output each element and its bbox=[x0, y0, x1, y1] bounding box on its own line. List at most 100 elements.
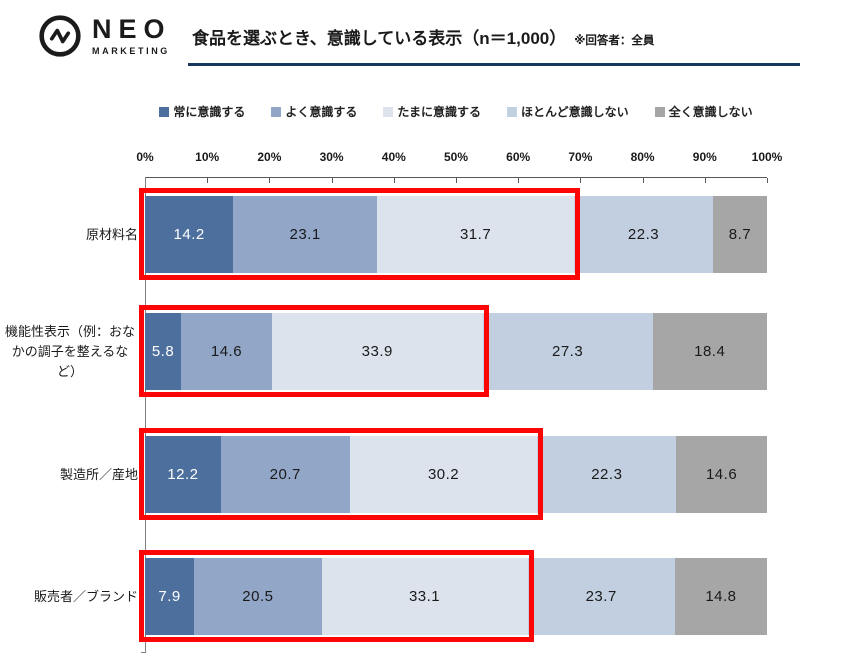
axis-tick bbox=[767, 178, 768, 183]
bar-segment: 23.1 bbox=[233, 196, 377, 273]
bar-segment: 22.3 bbox=[574, 196, 713, 273]
bar-value-label: 8.7 bbox=[728, 226, 752, 243]
bar-segment: 20.5 bbox=[194, 558, 322, 635]
category-label: 原材料名 bbox=[85, 226, 138, 242]
bar-segment: 14.8 bbox=[674, 558, 767, 635]
bar-value-label: 23.7 bbox=[585, 588, 617, 605]
bar-value-label: 33.1 bbox=[408, 588, 441, 605]
y-axis-line bbox=[145, 177, 146, 652]
bar-segment: 14.2 bbox=[145, 196, 234, 273]
category-label: 機能性表示（例：おなかの調子を整えるなど） bbox=[4, 323, 135, 379]
bar-value-label: 14.2 bbox=[173, 226, 205, 243]
axis-tick bbox=[704, 178, 706, 183]
bar-value-label: 18.4 bbox=[694, 343, 726, 360]
y-axis-end-tick bbox=[141, 652, 146, 653]
legend-item: よく意識する bbox=[271, 103, 357, 120]
bar-segment: 30.2 bbox=[349, 436, 538, 513]
bar-segment: 7.9 bbox=[145, 558, 195, 635]
bar-row: 14.2 23.1 31.7 22.3 8.7 bbox=[145, 196, 767, 273]
category-label: 販売者／ブランド bbox=[33, 588, 138, 604]
logo-name: NEO bbox=[92, 14, 172, 44]
bar-segment: 31.7 bbox=[376, 196, 575, 273]
legend-swatch bbox=[654, 106, 665, 117]
axis-tick-label: 10% bbox=[195, 150, 220, 164]
axis-tick bbox=[456, 178, 457, 183]
bar-value-label: 23.1 bbox=[289, 226, 321, 243]
bar-segment: 12.2 bbox=[145, 436, 221, 513]
pulse-circle-icon bbox=[39, 15, 81, 57]
bar-segment: 20.7 bbox=[220, 436, 350, 513]
legend-item: 常に意識する bbox=[159, 103, 245, 120]
bar-value-label: 27.3 bbox=[552, 343, 584, 360]
bar-value-label: 20.7 bbox=[269, 466, 301, 483]
bar-value-label: 14.6 bbox=[210, 343, 243, 360]
legend-swatch bbox=[383, 106, 394, 117]
highlight-box bbox=[139, 428, 544, 520]
legend-swatch bbox=[159, 106, 170, 117]
highlight-box bbox=[139, 305, 489, 397]
axis-tick-label: 0% bbox=[136, 150, 154, 164]
axis-tick-label: 50% bbox=[443, 150, 469, 164]
axis-tick bbox=[642, 178, 644, 183]
legend-label: 常に意識する bbox=[173, 105, 246, 119]
axis-tick-label: 100% bbox=[751, 150, 783, 164]
axis-tick-label: 80% bbox=[630, 150, 655, 164]
bar-segment: 33.1 bbox=[321, 558, 528, 635]
respondent-note: ※回答者：全員 bbox=[574, 35, 655, 47]
bar-value-label: 5.8 bbox=[151, 343, 175, 360]
bar-segment: 33.9 bbox=[271, 313, 483, 390]
bar-value-label: 20.5 bbox=[242, 588, 274, 605]
axis-tick-label: 60% bbox=[506, 150, 531, 164]
highlight-box bbox=[139, 550, 534, 642]
legend-swatch bbox=[507, 106, 517, 117]
bar-segment: 27.3 bbox=[482, 313, 653, 390]
legend-label: たまに意識する bbox=[397, 105, 481, 119]
legend-label: 全く意識しない bbox=[668, 105, 753, 119]
neo-marketing-logo: NEO MARKETING bbox=[38, 14, 172, 58]
axis-tick-label: 90% bbox=[692, 150, 717, 164]
legend-label: ほとんど意識しない bbox=[521, 105, 629, 119]
legend-item: ほとんど意識しない bbox=[507, 103, 629, 120]
axis-tick bbox=[207, 178, 209, 183]
title-underline bbox=[188, 63, 800, 66]
axis-tick bbox=[269, 178, 271, 183]
bar-segment: 22.3 bbox=[537, 436, 677, 513]
bar-value-label: 22.3 bbox=[627, 226, 660, 243]
axis-tick-label: 70% bbox=[568, 150, 593, 164]
axis-tick bbox=[580, 178, 582, 183]
bar-row: 7.9 20.5 33.1 23.7 14.8 bbox=[145, 558, 767, 635]
chart-legend: 常に意識する よく意識する たまに意識する ほとんど意識しない 全く意識しない bbox=[145, 103, 767, 120]
axis-tick bbox=[518, 178, 520, 183]
category-label: 製造所／産地 bbox=[59, 466, 138, 482]
plot-area: 0% 10% 20% 30% 40% 50% 60% 70% 80% 90% 100% 14.2 23.… bbox=[136, 150, 782, 653]
axis-tick bbox=[331, 178, 333, 183]
axis-tick-label: 30% bbox=[319, 150, 344, 164]
bar-value-label: 33.9 bbox=[361, 343, 393, 360]
axis-tick-label: 20% bbox=[257, 150, 282, 164]
chart-title-block: 食品を選ぶとき、意識している表示（n＝1,000） ※回答者：全員 bbox=[192, 24, 654, 49]
bar-value-label: 12.2 bbox=[167, 466, 199, 483]
x-axis-line bbox=[145, 177, 767, 178]
bar-row: 5.8 14.6 33.9 27.3 18.4 bbox=[145, 313, 767, 390]
bar-row: 12.2 20.7 30.2 22.3 14.6 bbox=[145, 436, 767, 513]
bar-value-label: 7.9 bbox=[158, 588, 181, 605]
legend-item: たまに意識する bbox=[383, 103, 481, 120]
axis-tick bbox=[393, 178, 395, 183]
axis-tick-label: 40% bbox=[381, 150, 406, 164]
legend-swatch bbox=[271, 106, 282, 117]
bar-value-label: 30.2 bbox=[427, 466, 460, 483]
bar-value-label: 14.8 bbox=[705, 588, 737, 605]
bar-segment: 14.6 bbox=[181, 313, 272, 390]
logo-subtitle: MARKETING bbox=[92, 46, 170, 56]
bar-segment: 14.6 bbox=[676, 436, 767, 513]
legend-label: よく意識する bbox=[285, 105, 358, 119]
page-title: 食品を選ぶとき、意識している表示（n＝1,000） bbox=[192, 29, 567, 48]
bar-segment: 23.7 bbox=[527, 558, 675, 635]
legend-item: 全く意識しない bbox=[654, 103, 753, 120]
highlight-box bbox=[139, 188, 581, 280]
bar-value-label: 22.3 bbox=[591, 466, 623, 483]
bar-segment: 5.8 bbox=[145, 313, 182, 390]
bar-value-label: 31.7 bbox=[459, 226, 492, 243]
bar-segment: 18.4 bbox=[652, 313, 767, 390]
